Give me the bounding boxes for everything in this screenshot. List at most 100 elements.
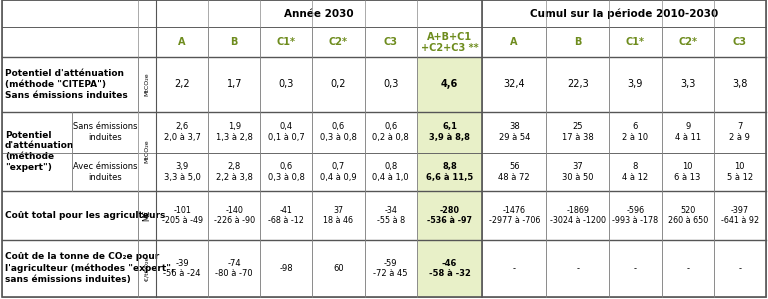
Bar [138, 112, 156, 191]
Text: Sans émissions
induites: Sans émissions induites [73, 122, 137, 142]
Text: -41
-68 à -12: -41 -68 à -12 [269, 205, 304, 225]
Text: A: A [511, 37, 518, 47]
Text: 0,8
0,4 à 1,0: 0,8 0,4 à 1,0 [372, 162, 409, 181]
Bar [365, 152, 417, 191]
Bar [417, 57, 482, 112]
Bar [208, 112, 260, 152]
Text: -596
-993 à -178: -596 -993 à -178 [612, 205, 658, 225]
Text: €/tCO₂e: €/tCO₂e [144, 256, 150, 280]
Text: A: A [178, 37, 186, 47]
Text: 1,7: 1,7 [227, 80, 242, 89]
Bar [713, 191, 766, 240]
Bar [610, 152, 661, 191]
Text: -: - [634, 264, 637, 273]
Text: 0,6
0,2 à 0,8: 0,6 0,2 à 0,8 [372, 122, 409, 142]
Text: B: B [230, 37, 238, 47]
Text: 56
48 à 72: 56 48 à 72 [498, 162, 530, 181]
Text: -74
-80 à -70: -74 -80 à -70 [215, 259, 253, 278]
Bar [610, 57, 661, 112]
Text: -98: -98 [280, 264, 293, 273]
Text: 22,3: 22,3 [567, 80, 588, 89]
Text: C2*: C2* [678, 37, 697, 47]
Text: MtCO₂e: MtCO₂e [144, 139, 150, 163]
Text: Coût total pour les agriculteurs: Coût total pour les agriculteurs [5, 211, 165, 220]
Bar [138, 57, 156, 112]
Bar [156, 27, 208, 57]
Text: 0,3: 0,3 [383, 80, 399, 89]
Bar [610, 27, 661, 57]
Bar [2, 240, 138, 297]
Bar [138, 240, 156, 297]
Text: 3,9: 3,9 [627, 80, 643, 89]
Bar [661, 152, 713, 191]
Text: A+B+C1
+C2+C3 **: A+B+C1 +C2+C3 ** [421, 32, 478, 53]
Text: C3: C3 [733, 37, 746, 47]
Bar [260, 191, 313, 240]
Text: 32,4: 32,4 [503, 80, 525, 89]
Bar [313, 27, 365, 57]
Text: -39
-56 à -24: -39 -56 à -24 [164, 259, 200, 278]
Text: Coût de la tonne de CO₂e pour
l'agriculteur (méthodes "expert",
sans émissions i: Coût de la tonne de CO₂e pour l'agricult… [5, 252, 174, 284]
Text: 2,2: 2,2 [174, 80, 190, 89]
Text: -59
-72 à 45: -59 -72 à 45 [373, 259, 408, 278]
Text: -1869
-3024 à -1200: -1869 -3024 à -1200 [550, 205, 606, 225]
Bar [2, 0, 156, 27]
Bar [208, 240, 260, 297]
Bar [313, 191, 365, 240]
Bar [661, 27, 713, 57]
Bar [313, 112, 365, 152]
Bar [365, 57, 417, 112]
Text: -46
-58 à -32: -46 -58 à -32 [429, 259, 471, 278]
Text: 0,6
0,3 à 0,8: 0,6 0,3 à 0,8 [320, 122, 357, 142]
Text: Avec émissions
induites: Avec émissions induites [73, 162, 137, 181]
Text: C3: C3 [384, 37, 398, 47]
Text: Potentiel d'atténuation
(méthode "CITEPA")
Sans émissions induites: Potentiel d'atténuation (méthode "CITEPA… [5, 69, 127, 100]
Bar [546, 152, 610, 191]
Text: 8,8
6,6 à 11,5: 8,8 6,6 à 11,5 [426, 162, 473, 181]
Bar [610, 240, 661, 297]
Bar [482, 57, 546, 112]
Text: B: B [574, 37, 581, 47]
Text: 37
30 à 50: 37 30 à 50 [562, 162, 594, 181]
Bar [546, 57, 610, 112]
Text: 0,3: 0,3 [279, 80, 294, 89]
Text: -280
-536 à -97: -280 -536 à -97 [427, 205, 472, 225]
Bar [417, 27, 482, 57]
Bar [661, 240, 713, 297]
Bar [2, 27, 156, 57]
Bar [713, 240, 766, 297]
Text: -397
-641 à 92: -397 -641 à 92 [720, 205, 759, 225]
Text: 6
2 à 10: 6 2 à 10 [622, 122, 648, 142]
Bar [208, 27, 260, 57]
Text: 9
4 à 11: 9 4 à 11 [674, 122, 700, 142]
Text: 8
4 à 12: 8 4 à 12 [622, 162, 648, 181]
Bar [156, 191, 208, 240]
Text: -: - [738, 264, 741, 273]
Text: 6,1
3,9 à 8,8: 6,1 3,9 à 8,8 [429, 122, 470, 142]
Bar [482, 27, 546, 57]
Text: 25
17 à 38: 25 17 à 38 [562, 122, 594, 142]
Text: 2,8
2,2 à 3,8: 2,8 2,2 à 3,8 [216, 162, 253, 181]
Bar [365, 112, 417, 152]
Text: 2,6
2,0 à 3,7: 2,6 2,0 à 3,7 [164, 122, 200, 142]
Bar [610, 112, 661, 152]
Bar [138, 191, 156, 240]
Bar [313, 152, 365, 191]
Text: M€: M€ [143, 210, 151, 221]
Bar [156, 240, 208, 297]
Bar [313, 57, 365, 112]
Text: 0,6
0,3 à 0,8: 0,6 0,3 à 0,8 [268, 162, 305, 181]
Bar [2, 112, 72, 191]
Bar [661, 191, 713, 240]
Bar [156, 0, 482, 27]
Bar [417, 240, 482, 297]
Text: -: - [576, 264, 579, 273]
Bar [156, 152, 208, 191]
Text: 10
6 à 13: 10 6 à 13 [674, 162, 701, 181]
Text: 520
260 à 650: 520 260 à 650 [667, 205, 708, 225]
Text: C2*: C2* [329, 37, 348, 47]
Text: 0,7
0,4 à 0,9: 0,7 0,4 à 0,9 [320, 162, 357, 181]
Bar [365, 27, 417, 57]
Text: 7
2 à 9: 7 2 à 9 [730, 122, 750, 142]
Bar [482, 191, 546, 240]
